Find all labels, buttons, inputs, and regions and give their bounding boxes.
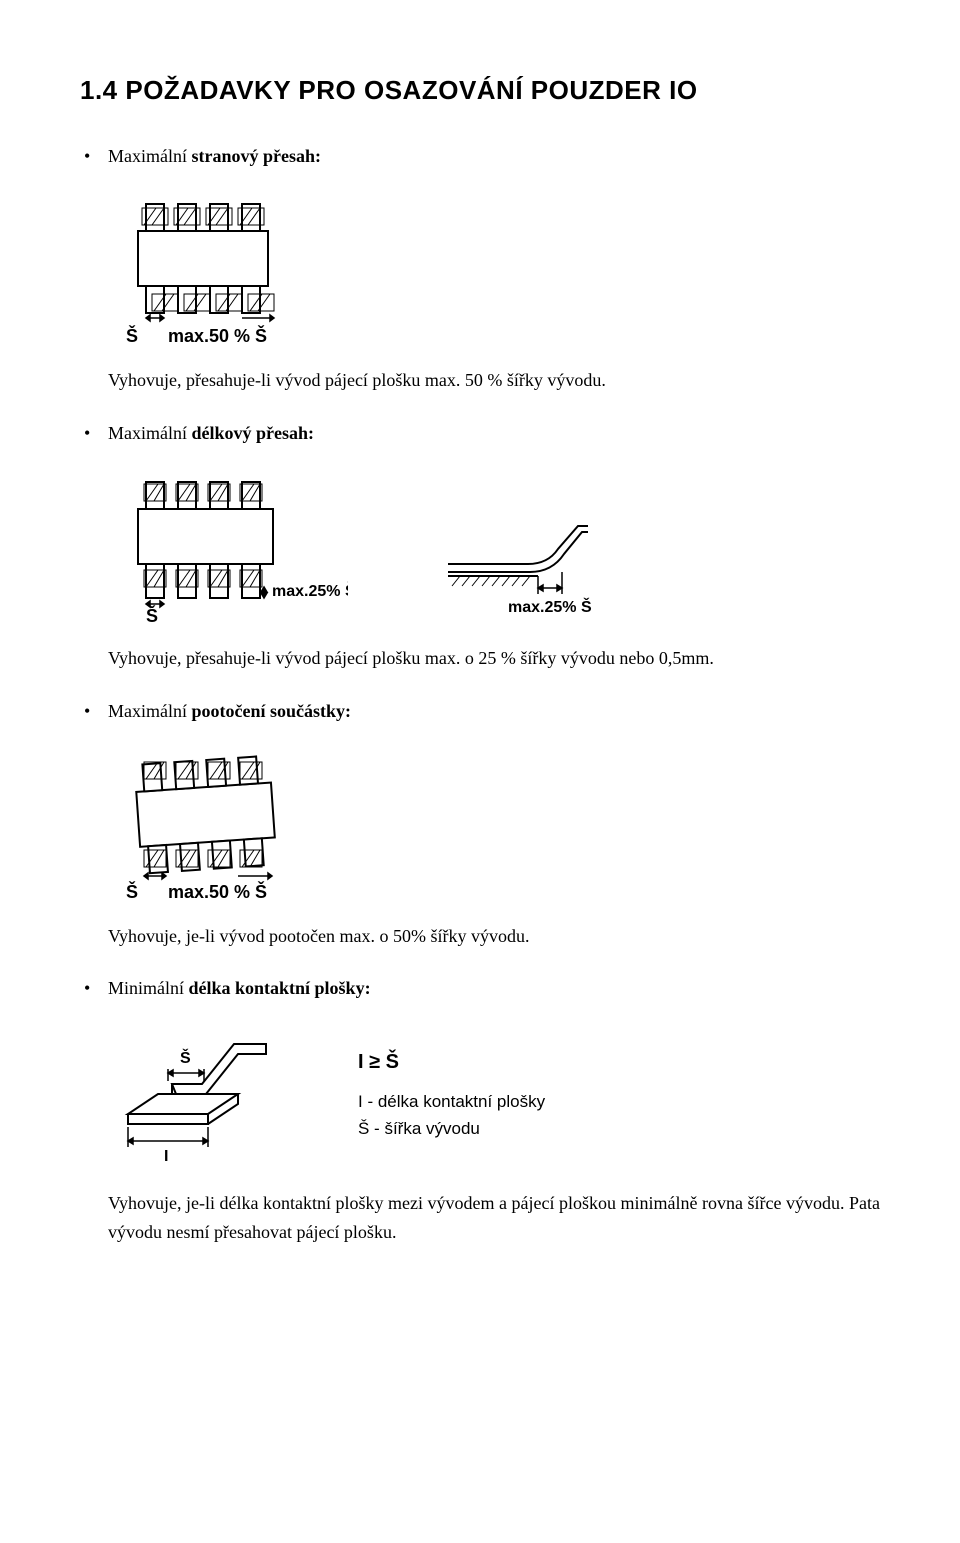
item-length-overhang: Maximální délkový přesah: [108, 419, 880, 673]
figure-legend: I ≥ Š I - délka kontaktní plošky Š - šíř… [358, 1046, 545, 1142]
label-bold: délkový přesah: [192, 423, 315, 443]
item-side-overhang: Maximální stranový přesah: [108, 142, 880, 396]
caption-s: Š [126, 325, 138, 346]
fig-i-label: I [164, 1148, 168, 1165]
item-label: Minimální délka kontaktní plošky: [108, 978, 371, 998]
fig-equation: I ≥ Š [358, 1046, 545, 1078]
caption-s-left: Š [146, 605, 158, 624]
caption-max: max.50 % Š [168, 325, 267, 346]
label-prefix: Maximální [108, 146, 192, 166]
item-label: Maximální délkový přesah: [108, 423, 314, 443]
caption-max-left: max.25% Š [272, 581, 348, 600]
fig-desc-1: I - délka kontaktní plošky [358, 1088, 545, 1115]
label-prefix: Minimální [108, 978, 189, 998]
fig-s-label: Š [180, 1048, 191, 1067]
label-prefix: Maximální [108, 701, 192, 721]
item-body: Vyhovuje, je-li délka kontaktní plošky m… [108, 1189, 880, 1247]
fig-desc-2: Š - šířka vývodu [358, 1115, 545, 1142]
item-min-contact-length: Minimální délka kontaktní plošky: [108, 974, 880, 1246]
item-body: Vyhovuje, přesahuje-li vývod pájecí ploš… [108, 366, 880, 395]
item-label: Maximální pootočení součástky: [108, 701, 351, 721]
label-bold: délka kontaktní plošky: [189, 978, 371, 998]
item-body: Vyhovuje, je-li vývod pootočen max. o 50… [108, 922, 880, 951]
requirements-list: Maximální stranový přesah: [80, 142, 880, 1247]
figure-rotation: Š max.50 % Š [108, 742, 880, 902]
item-rotation: Maximální pootočení součástky: [108, 697, 880, 951]
label-prefix: Maximální [108, 423, 192, 443]
section-heading: 1.4 POŽADAVKY PRO OSAZOVÁNÍ POUZDER IO [80, 70, 880, 112]
label-bold: stranový přesah: [192, 146, 322, 166]
figure-side-overhang: Š max.50 % Š [108, 186, 880, 346]
figure-length-overhang: max.25% Š Š [108, 464, 880, 624]
caption-max: max.50 % Š [168, 881, 267, 902]
caption-max-right: max.25% Š [508, 597, 592, 616]
caption-s: Š [126, 881, 138, 902]
item-label: Maximální stranový přesah: [108, 146, 321, 166]
figure-min-contact: Š I I ≥ Š I - délka kontaktní plošky Š -… [108, 1019, 880, 1169]
label-bold: pootočení součástky: [192, 701, 352, 721]
item-body: Vyhovuje, přesahuje-li vývod pájecí ploš… [108, 644, 880, 673]
